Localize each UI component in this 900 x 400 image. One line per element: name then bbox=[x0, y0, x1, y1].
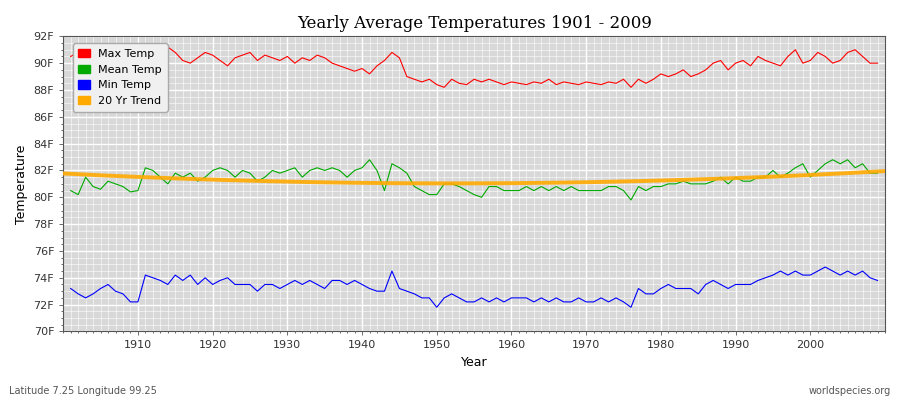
Text: worldspecies.org: worldspecies.org bbox=[809, 386, 891, 396]
X-axis label: Year: Year bbox=[461, 356, 488, 369]
Y-axis label: Temperature: Temperature bbox=[15, 144, 28, 224]
Legend: Max Temp, Mean Temp, Min Temp, 20 Yr Trend: Max Temp, Mean Temp, Min Temp, 20 Yr Tre… bbox=[73, 43, 167, 112]
Text: Latitude 7.25 Longitude 99.25: Latitude 7.25 Longitude 99.25 bbox=[9, 386, 157, 396]
Title: Yearly Average Temperatures 1901 - 2009: Yearly Average Temperatures 1901 - 2009 bbox=[297, 15, 652, 32]
